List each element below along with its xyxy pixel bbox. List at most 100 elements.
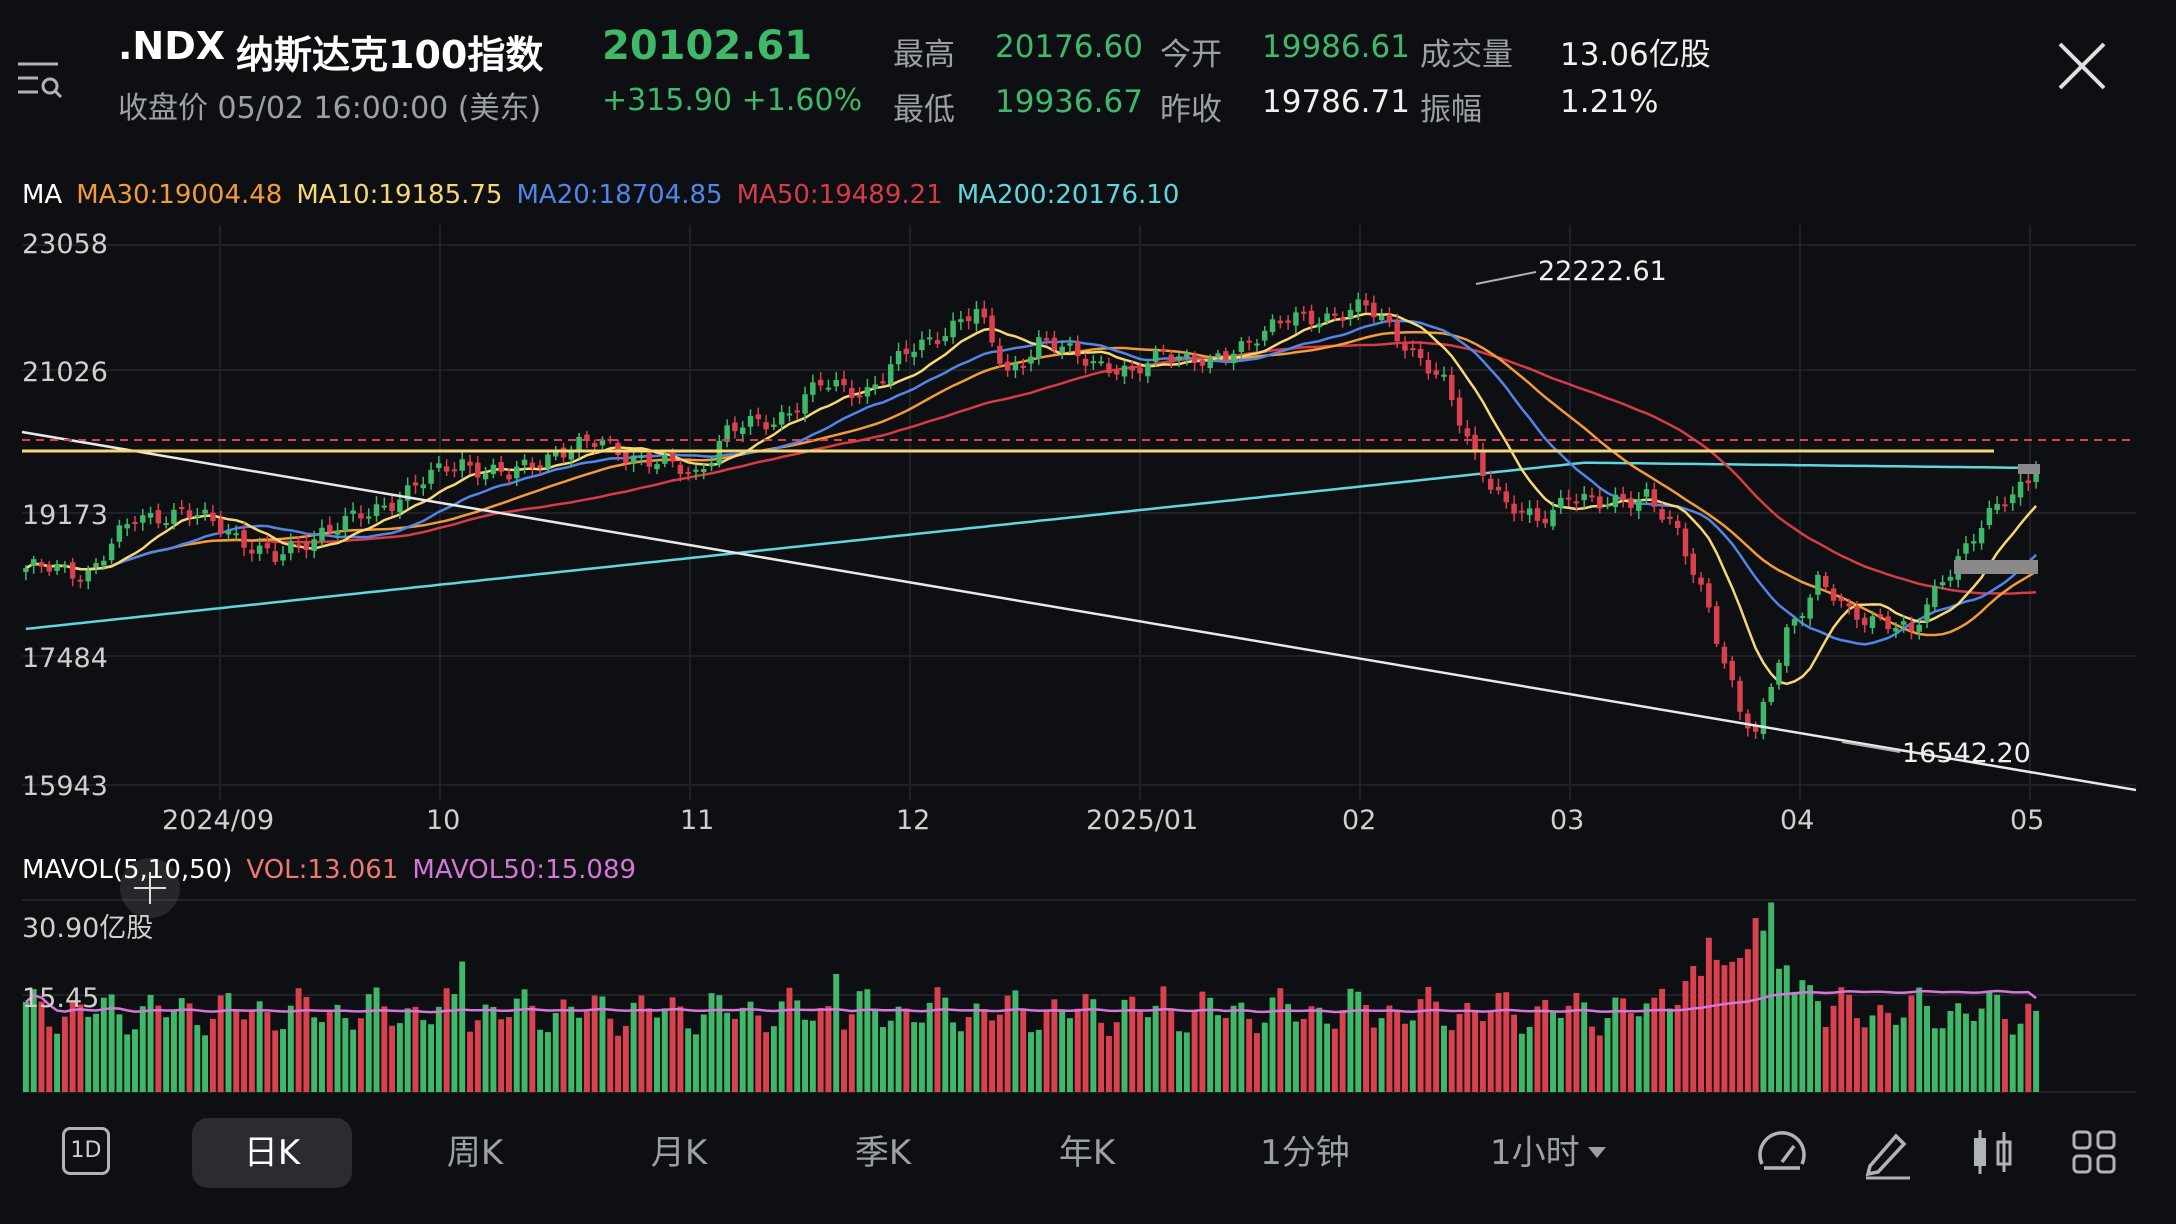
candle (1900, 615, 1907, 633)
tab-quarterly-k[interactable]: 季K (854, 1133, 912, 1173)
volume-bar (1877, 1004, 1884, 1092)
volume-bar (116, 1014, 123, 1092)
candle (849, 379, 855, 407)
candle-body (1199, 360, 1206, 366)
volume-bar (1955, 1003, 1962, 1092)
list-search-icon[interactable] (14, 58, 66, 106)
volume-bar (685, 1028, 692, 1092)
candle (1371, 295, 1377, 324)
volume-legend[interactable]: MAVOL(5,10,50) VOL:13.061 MAVOL50:15.089 (22, 855, 636, 885)
volume-bar (607, 1018, 614, 1092)
candle-body (1254, 343, 1260, 346)
candle-body (1347, 310, 1354, 318)
volume-bar (1900, 1017, 1907, 1092)
candle (981, 300, 987, 324)
candle-body (1067, 343, 1073, 346)
drawn-trendline (21, 430, 2137, 792)
volume-bar (2001, 1019, 2008, 1092)
candle (1152, 345, 1159, 367)
candle (1932, 579, 1938, 612)
candle-body (1986, 508, 1993, 525)
candle (1877, 608, 1884, 621)
candle-body (1815, 574, 1821, 595)
low-callout: 16542.20 (1902, 738, 2031, 769)
candle-body (1425, 359, 1432, 374)
candle-body (1877, 614, 1884, 617)
volume-bar (202, 1035, 209, 1092)
volume-bar (1355, 991, 1362, 1092)
candle (178, 500, 185, 515)
volume-bar (716, 995, 723, 1092)
candle-body (1495, 486, 1502, 491)
candle (249, 541, 255, 562)
volume-bar (1137, 1010, 1144, 1092)
crosshair-cursor-icon[interactable] (120, 858, 180, 918)
grid-icon[interactable] (2066, 1124, 2122, 1180)
candle-body (1636, 499, 1642, 511)
tab-daily-k[interactable]: 日K (192, 1118, 352, 1188)
candle-body (389, 502, 395, 511)
candle-body (942, 336, 949, 342)
candle-body (615, 442, 621, 456)
volume-bar (809, 1020, 816, 1092)
tab-monthly-k[interactable]: 月K (650, 1133, 708, 1173)
candle (1090, 355, 1097, 370)
candle (1176, 352, 1182, 368)
close-icon[interactable] (2052, 36, 2112, 96)
tab-yearly-k[interactable]: 年K (1058, 1133, 1116, 1173)
candle (46, 561, 52, 576)
candle-body (1737, 680, 1743, 712)
candle (451, 462, 458, 478)
tab-1-hour-dropdown[interactable]: 1小时 (1490, 1118, 1606, 1188)
volume-bar (1682, 980, 1689, 1092)
ma-legend[interactable]: MA MA30:19004.48 MA10:19185.75 MA20:1870… (22, 180, 1179, 210)
candle-body (747, 415, 754, 427)
volume-bar (2033, 1010, 2040, 1092)
candle-body (1308, 310, 1315, 325)
candle (529, 457, 536, 476)
volume-bar (1261, 1022, 1268, 1092)
volume-bar (1004, 995, 1011, 1092)
tab-1-minute[interactable]: 1分钟 (1260, 1133, 1350, 1173)
candle (1581, 486, 1587, 509)
tab-weekly-k[interactable]: 周K (446, 1133, 504, 1173)
candle-body (1371, 302, 1377, 318)
candle-body (147, 513, 154, 518)
date-tick-9: 05 (2010, 805, 2045, 836)
candle (1316, 317, 1323, 334)
candle-body (841, 378, 847, 386)
candle-body (124, 524, 130, 529)
candle (514, 460, 520, 487)
volume-bar (1666, 1008, 1673, 1092)
candle (1963, 535, 1969, 563)
volume-bar (420, 1020, 427, 1092)
candle-body (1456, 397, 1463, 426)
candle-settings-icon[interactable] (1964, 1124, 2020, 1180)
volume-bar (1643, 1003, 1650, 1092)
ma20-value: MA20:18704.85 (516, 180, 723, 210)
candle (498, 456, 504, 476)
moving-average-lines (25, 312, 2038, 686)
speed-icon[interactable] (1754, 1124, 1810, 1180)
candle-body (249, 549, 255, 554)
ma-legend-title: MA (22, 180, 63, 210)
volume-bar (708, 993, 715, 1092)
volume-bar (981, 1009, 988, 1092)
volume-bar (1698, 975, 1705, 1092)
pencil-icon[interactable] (1860, 1124, 1916, 1180)
candle (576, 432, 582, 459)
quote-label-amplitude: 振幅 (1420, 92, 1482, 128)
volume-bar (1534, 1006, 1541, 1092)
candle (1947, 569, 1954, 588)
candle-body (272, 551, 278, 562)
volume-bar (1238, 1002, 1245, 1092)
candle (677, 459, 684, 482)
candle-body (1971, 541, 1977, 544)
candle (1893, 622, 1899, 639)
period-1d-icon[interactable]: 1D (62, 1127, 110, 1175)
candle-body (1659, 509, 1665, 520)
candle (599, 436, 606, 450)
candle (1160, 344, 1167, 356)
candle-body (576, 437, 582, 451)
